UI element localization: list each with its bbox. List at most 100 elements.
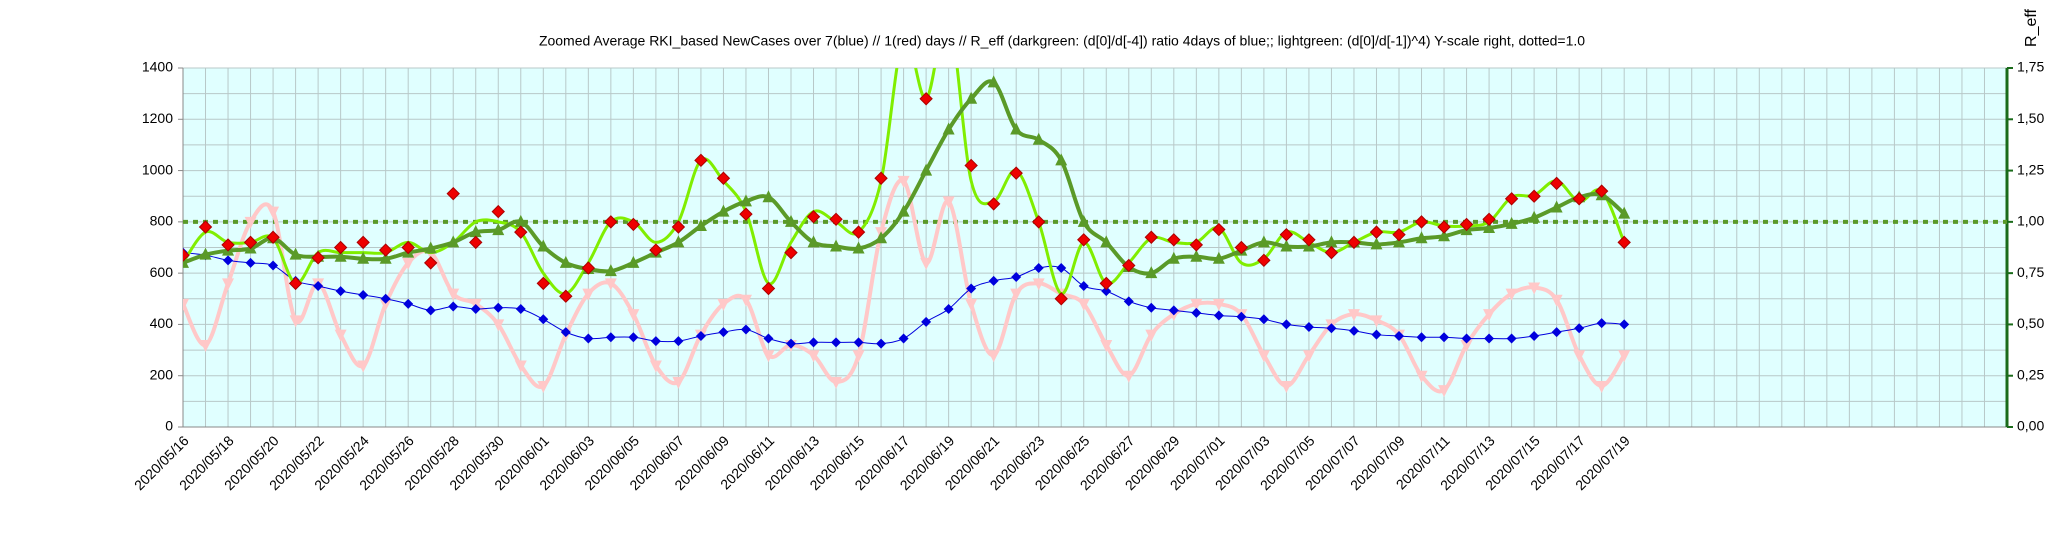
point [604, 278, 617, 291]
point [1122, 370, 1135, 383]
point [604, 264, 617, 277]
point [1168, 305, 1179, 316]
y-tick-label: 800 [150, 213, 174, 229]
point [493, 302, 504, 313]
point [1506, 333, 1517, 344]
point [1010, 122, 1023, 135]
point [1437, 220, 1451, 234]
y2-tick-label: 0,75 [2017, 264, 2044, 280]
point [920, 163, 933, 176]
point [1302, 350, 1315, 363]
point [313, 280, 324, 291]
y2-tick-label: 0,25 [2017, 366, 2044, 382]
point [1279, 227, 1294, 242]
point [649, 360, 662, 373]
point [1461, 333, 1472, 344]
point [1370, 315, 1383, 328]
point [1100, 235, 1113, 248]
point [1550, 200, 1563, 213]
point [965, 298, 978, 311]
point [876, 338, 887, 349]
point [942, 122, 955, 135]
point [1032, 132, 1045, 145]
point [1190, 249, 1203, 262]
point [1594, 184, 1609, 198]
point [897, 204, 910, 217]
point [1595, 380, 1608, 393]
point [538, 314, 549, 325]
point [1280, 380, 1293, 393]
point [1416, 332, 1427, 343]
point [1505, 288, 1518, 301]
point [1257, 253, 1271, 268]
point [966, 283, 977, 294]
point [448, 301, 459, 312]
point [333, 240, 348, 255]
point [581, 261, 596, 275]
point [1617, 235, 1631, 250]
point [965, 91, 978, 104]
point [830, 376, 843, 389]
point [379, 298, 392, 311]
point [1189, 238, 1204, 252]
point [1618, 350, 1631, 363]
point [1415, 370, 1428, 383]
point [964, 158, 978, 173]
point [1528, 282, 1541, 295]
point [852, 350, 865, 363]
point [183, 248, 190, 262]
point [740, 324, 751, 335]
point [898, 333, 909, 344]
point [268, 260, 279, 271]
point [1145, 329, 1158, 342]
point [1234, 240, 1249, 255]
point [334, 249, 347, 262]
point [626, 217, 641, 232]
point [1505, 216, 1518, 229]
point [1190, 298, 1203, 311]
point [852, 241, 865, 254]
point [1167, 233, 1181, 247]
point [1236, 311, 1247, 322]
point [514, 360, 527, 373]
point [874, 171, 888, 185]
point [583, 333, 594, 344]
point [222, 278, 235, 291]
point [1551, 327, 1562, 338]
point [1347, 235, 1361, 250]
point [423, 256, 438, 270]
point [198, 220, 213, 234]
point [514, 214, 527, 227]
point [311, 251, 325, 265]
point [1504, 192, 1519, 206]
point [424, 241, 437, 254]
point [831, 337, 842, 348]
point [851, 225, 866, 239]
point [401, 240, 415, 255]
point [1011, 271, 1022, 282]
point [919, 92, 933, 106]
point [1572, 192, 1586, 206]
point [671, 220, 686, 234]
point [1212, 251, 1225, 264]
y2-tick-label: 1,50 [2017, 110, 2044, 126]
point [943, 304, 954, 315]
point [987, 75, 1000, 88]
point [672, 376, 685, 389]
point [942, 196, 955, 209]
point [1032, 278, 1045, 291]
point [1325, 235, 1338, 248]
point [1122, 258, 1136, 273]
y-tick-label: 400 [150, 315, 174, 331]
point [1145, 266, 1158, 279]
point [1010, 288, 1023, 301]
point [199, 247, 212, 260]
y-tick-label: 0 [165, 418, 173, 434]
point [537, 239, 550, 252]
point [718, 327, 729, 338]
point [1573, 350, 1586, 363]
point [1302, 233, 1316, 247]
point [1055, 153, 1068, 166]
point [470, 304, 481, 315]
